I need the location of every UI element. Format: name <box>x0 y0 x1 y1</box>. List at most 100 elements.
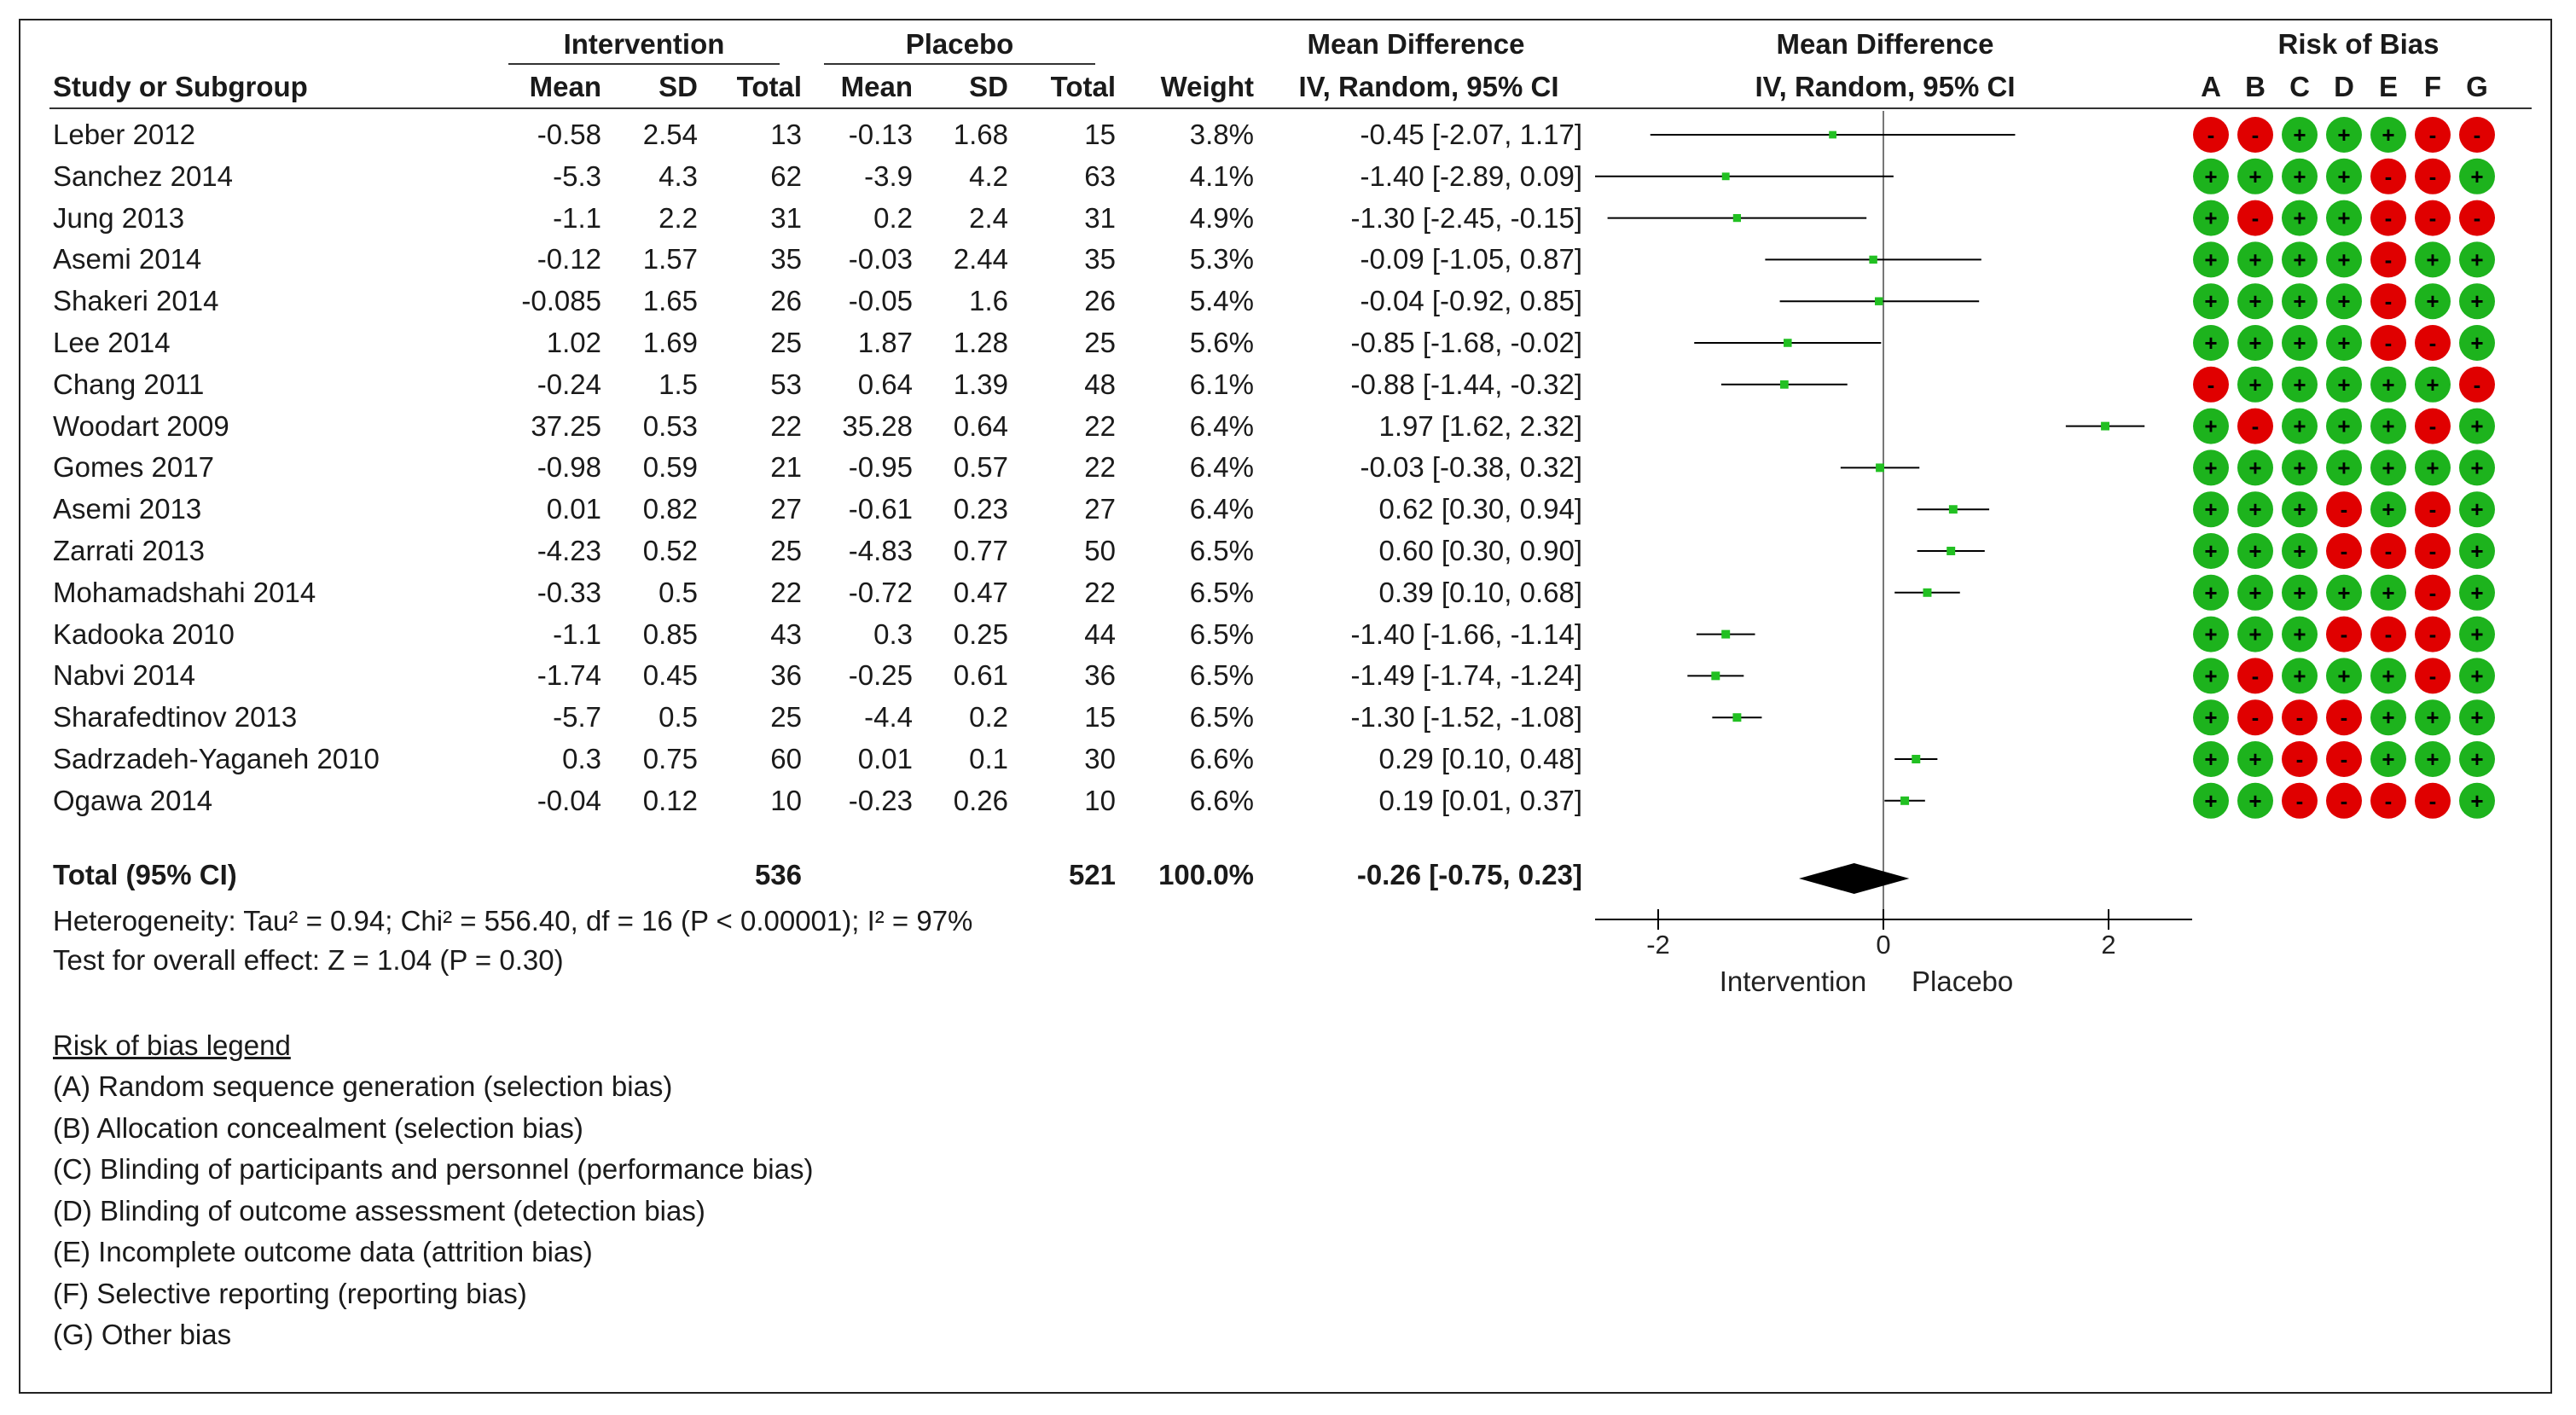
study-name: Lee 2014 <box>53 327 171 358</box>
placebo-total: 27 <box>1084 493 1116 525</box>
low-risk-icon: + <box>2326 158 2362 194</box>
rob-column-header: D <box>2334 71 2354 102</box>
svg-text:+: + <box>2204 538 2217 564</box>
pooled-diamond <box>1799 863 1910 894</box>
high-risk-icon: - <box>2415 616 2451 652</box>
intervention-total: 22 <box>770 576 802 608</box>
high-risk-icon: - <box>2237 117 2273 153</box>
study-weight: 6.5% <box>1189 535 1254 566</box>
svg-text:-: - <box>2385 246 2393 272</box>
placebo-total: 25 <box>1084 327 1116 358</box>
svg-text:+: + <box>2293 455 2306 480</box>
legend-item: (F) Selective reporting (reporting bias) <box>53 1277 527 1311</box>
study-weight: 6.4% <box>1189 451 1254 484</box>
low-risk-icon: + <box>2282 366 2318 403</box>
point-estimate <box>1732 213 1742 223</box>
study-weight: 6.4% <box>1189 409 1254 442</box>
intervention-sd: 2.54 <box>642 119 698 150</box>
study-name: Sharafedtinov 2013 <box>53 701 298 734</box>
intervention-sd: 0.75 <box>642 743 698 774</box>
low-risk-icon: + <box>2459 699 2495 736</box>
tick-label: -2 <box>1646 930 1670 960</box>
intervention-mean: -1.1 <box>553 618 601 650</box>
legend-text: Allocation concealment (selection bias) <box>90 1111 583 1144</box>
low-risk-icon: + <box>2370 491 2406 528</box>
study-name: Ogawa 2014 <box>53 784 213 816</box>
intervention-total: 43 <box>770 618 802 650</box>
svg-text:+: + <box>2248 372 2261 397</box>
svg-text:+: + <box>2382 663 2394 688</box>
placebo-total: 63 <box>1084 159 1116 192</box>
low-risk-icon: + <box>2370 574 2406 611</box>
high-risk-icon: - <box>2415 200 2451 236</box>
p-mean-header: Mean <box>840 71 913 102</box>
svg-text:-: - <box>2208 122 2215 148</box>
intervention-mean: -4.23 <box>537 535 601 566</box>
svg-text:-: - <box>2429 496 2437 522</box>
low-risk-icon: + <box>2415 241 2451 278</box>
placebo-sd: 0.26 <box>953 784 1008 816</box>
svg-text:+: + <box>2248 622 2261 647</box>
placebo-mean: 1.87 <box>857 327 913 358</box>
point-estimate <box>1711 671 1720 681</box>
placebo-mean: 0.2 <box>873 201 913 234</box>
study-ci: -1.30 [-2.45, -0.15] <box>1350 201 1583 234</box>
rob-column-header: C <box>2289 71 2310 102</box>
svg-text:+: + <box>2382 414 2394 439</box>
placebo-total: 50 <box>1084 535 1116 566</box>
high-risk-icon: - <box>2415 658 2451 694</box>
point-estimate <box>1947 547 1956 555</box>
point-estimate <box>1784 339 1792 347</box>
svg-text:-: - <box>2385 288 2393 314</box>
placebo-sd: 0.25 <box>953 618 1008 650</box>
placebo-sd: 0.2 <box>969 701 1008 734</box>
svg-text:-: - <box>2429 164 2437 189</box>
intervention-sd: 2.2 <box>659 201 698 234</box>
study-ci: -0.45 [-2.07, 1.17] <box>1360 119 1582 150</box>
svg-text:+: + <box>2382 372 2394 397</box>
svg-text:+: + <box>2470 788 2483 814</box>
low-risk-icon: + <box>2459 491 2495 528</box>
low-risk-icon: + <box>2237 616 2273 652</box>
low-risk-icon: + <box>2193 408 2229 444</box>
favours-intervention-label: Intervention <box>1720 966 1866 997</box>
svg-text:+: + <box>2293 372 2306 397</box>
high-risk-icon: - <box>2459 200 2495 236</box>
study-weight: 6.5% <box>1189 618 1254 650</box>
low-risk-icon: + <box>2282 241 2318 278</box>
svg-text:+: + <box>2293 246 2306 272</box>
low-risk-icon: + <box>2459 741 2495 777</box>
svg-text:+: + <box>2204 164 2217 189</box>
md-method-header: IV, Random, 95% CI <box>1298 71 1559 102</box>
svg-text:+: + <box>2293 538 2306 564</box>
study-name: Asemi 2013 <box>53 493 202 525</box>
intervention-total: 26 <box>770 285 802 317</box>
placebo-total: 22 <box>1084 576 1116 608</box>
study-name: Gomes 2017 <box>53 451 214 484</box>
svg-text:+: + <box>2204 663 2217 688</box>
low-risk-icon: + <box>2193 782 2229 819</box>
intervention-total: 13 <box>770 119 802 150</box>
favours-placebo-label: Placebo <box>1912 966 2013 997</box>
low-risk-icon: + <box>2193 325 2229 361</box>
legend-key: (B) <box>53 1111 90 1144</box>
low-risk-icon: + <box>2282 533 2318 569</box>
study-name: Asemi 2014 <box>53 243 202 275</box>
low-risk-icon: + <box>2326 283 2362 320</box>
point-estimate <box>1779 380 1789 389</box>
svg-text:+: + <box>2470 330 2483 356</box>
intervention-sd: 0.85 <box>642 618 698 650</box>
legend-text: Incomplete outcome data (attrition bias) <box>90 1236 593 1267</box>
intervention-total: 62 <box>770 159 802 192</box>
intervention-mean: -1.1 <box>553 201 601 234</box>
legend-key: (C) <box>53 1153 92 1185</box>
low-risk-icon: + <box>2370 117 2406 153</box>
study-ci: -0.04 [-0.92, 0.85] <box>1360 285 1582 317</box>
intervention-sd: 0.45 <box>642 659 698 692</box>
intervention-total: 25 <box>770 701 802 734</box>
i-mean-header: Mean <box>529 71 601 102</box>
svg-text:-: - <box>2341 496 2348 522</box>
legend-item: (E) Incomplete outcome data (attrition b… <box>53 1235 593 1269</box>
low-risk-icon: + <box>2237 449 2273 486</box>
legend-key: (D) <box>53 1194 92 1227</box>
